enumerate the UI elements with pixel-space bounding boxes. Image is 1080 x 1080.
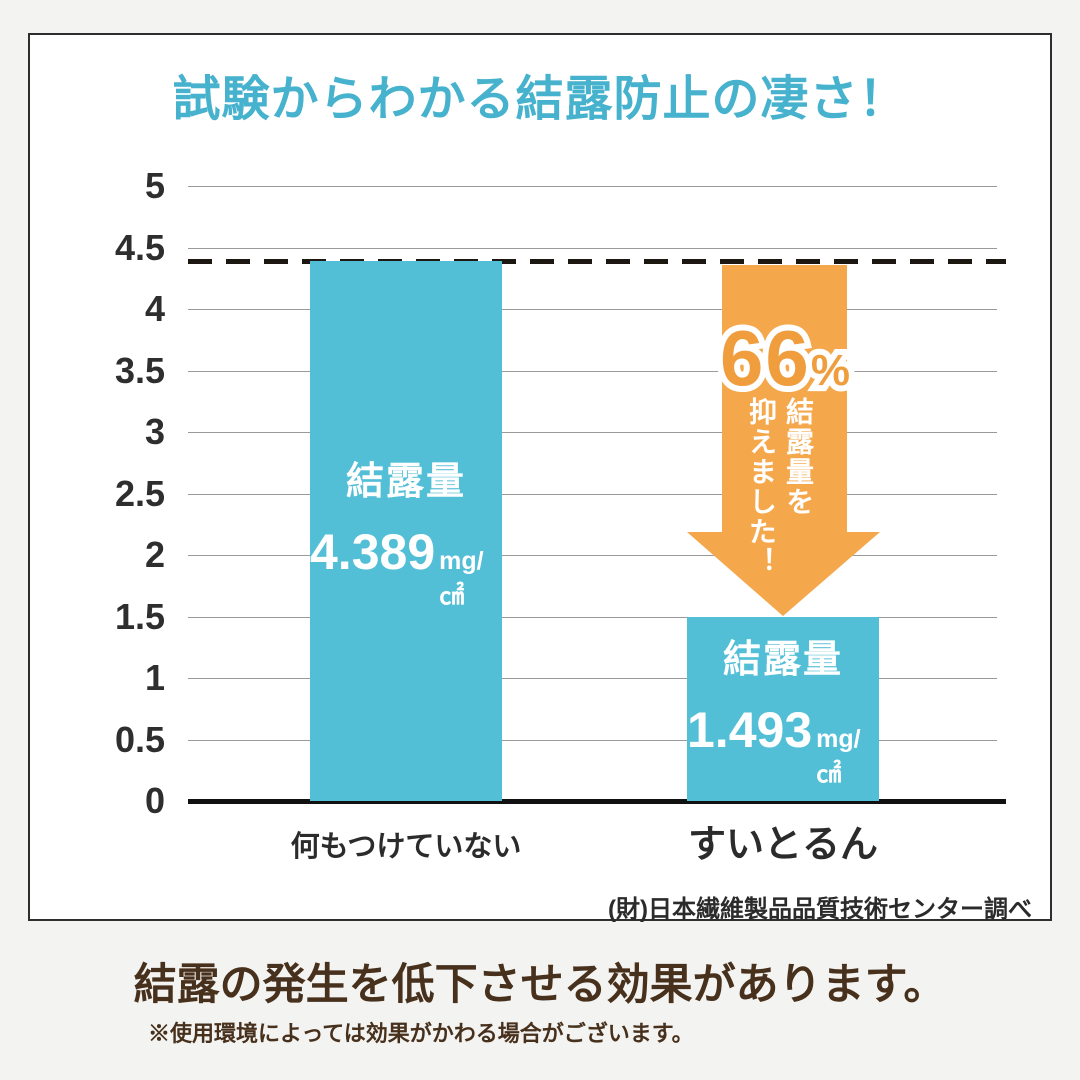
caption-line-2: 抑えました！ — [746, 397, 777, 577]
bar-unit: mg/㎠ — [439, 547, 484, 610]
gridline — [188, 678, 997, 679]
gridline — [188, 309, 997, 310]
y-tick-label: 0 — [144, 780, 165, 821]
down-arrow-body — [722, 265, 847, 532]
x-axis-line — [188, 799, 1006, 804]
percent-outline: 66% — [714, 308, 856, 408]
footer-disclaimer: ※使用環境によっては効果がかわる場合がございます。 — [148, 1021, 694, 1046]
plot-area — [188, 186, 1006, 806]
gridline — [188, 740, 997, 741]
y-tick-label: 4 — [144, 288, 165, 329]
bar-no-treatment: 結露量 4.389 mg/㎠ — [310, 261, 502, 801]
y-tick-label: 1 — [144, 657, 165, 698]
bar-value: 4.389 — [310, 524, 436, 580]
category-label-no-treatment: 何もつけていない — [290, 831, 522, 863]
gridline — [188, 555, 997, 556]
chart-title: 試験からわかる結露防止の凄さ！ — [172, 73, 908, 126]
category-label-suitorun: すいとるん — [687, 824, 878, 866]
bar-value: 1.493 — [687, 702, 813, 758]
y-tick-label: 4.5 — [114, 227, 165, 268]
y-tick-label: 5 — [144, 165, 165, 206]
percent-value: 66% — [720, 314, 850, 402]
y-tick-label: 2 — [144, 534, 165, 575]
gridline — [188, 371, 997, 372]
y-tick-label: 0.5 — [114, 719, 165, 760]
bar-value-row: 4.389 mg/㎠ — [310, 523, 502, 612]
bar-unit: mg/㎠ — [816, 725, 861, 788]
y-tick-label: 2.5 — [114, 473, 165, 514]
footer-heading: 結露の発生を低下させる効果があります。 — [133, 961, 947, 1009]
reference-dashed-line — [188, 259, 1006, 264]
bar-suitorun: 結露量 1.493 mg/㎠ — [687, 617, 879, 801]
caption-line-1: 結露量を — [783, 397, 814, 517]
down-arrow-head-icon — [687, 532, 880, 616]
gridline — [188, 494, 997, 495]
y-tick-label: 3.5 — [114, 350, 165, 391]
bar-label: 結露量 — [722, 639, 843, 681]
bar-label: 結露量 — [345, 461, 466, 503]
y-tick-label: 3 — [144, 411, 165, 452]
gridline — [188, 432, 997, 433]
y-tick-label: 1.5 — [114, 596, 165, 637]
source-credit: (財)日本繊維製品品質技術センター調べ — [608, 896, 1032, 923]
gridline — [188, 617, 997, 618]
chart-card: 試験からわかる結露防止の凄さ！ 5 4.5 4 3.5 3 2.5 2 1.5 … — [28, 33, 1052, 923]
gridline — [188, 248, 997, 249]
bar-value-row: 1.493 mg/㎠ — [687, 701, 879, 790]
arrow-vertical-caption: 結露量を 抑えました！ — [743, 397, 817, 642]
gridline — [188, 186, 997, 187]
